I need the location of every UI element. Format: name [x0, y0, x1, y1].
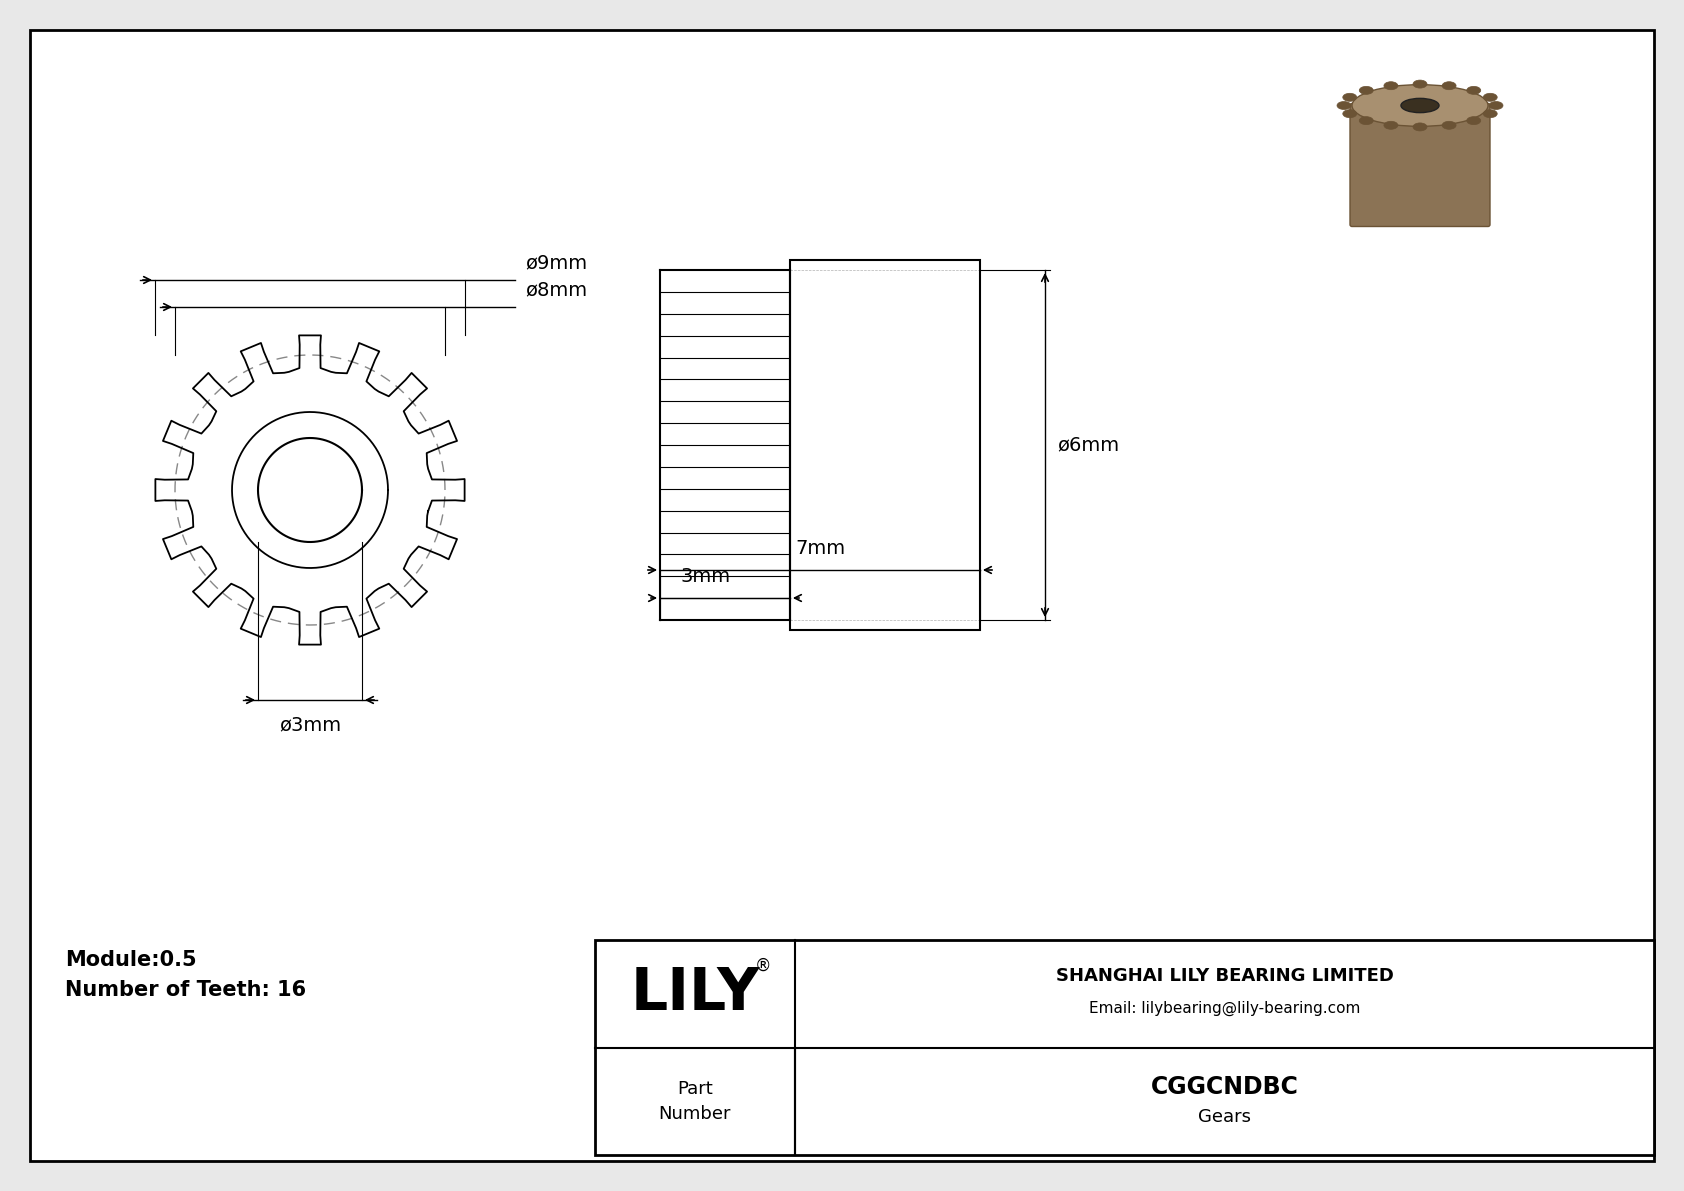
Text: Number of Teeth: 16: Number of Teeth: 16 — [66, 980, 306, 1000]
Ellipse shape — [1484, 110, 1497, 118]
FancyBboxPatch shape — [1351, 104, 1490, 226]
Text: 3mm: 3mm — [680, 567, 731, 586]
Text: Module:0.5: Module:0.5 — [66, 950, 197, 969]
Ellipse shape — [1337, 101, 1351, 110]
Ellipse shape — [1442, 82, 1457, 89]
Ellipse shape — [1484, 93, 1497, 101]
Text: ø8mm: ø8mm — [525, 280, 588, 299]
Ellipse shape — [1384, 82, 1398, 89]
Ellipse shape — [1342, 110, 1357, 118]
Text: Email: lilybearing@lily-bearing.com: Email: lilybearing@lily-bearing.com — [1090, 1002, 1361, 1016]
Text: ®: ® — [754, 956, 771, 974]
Text: ø9mm: ø9mm — [525, 252, 588, 272]
Ellipse shape — [1413, 80, 1426, 88]
Ellipse shape — [1413, 123, 1426, 131]
Text: Part
Number: Part Number — [658, 1080, 731, 1123]
Ellipse shape — [1384, 121, 1398, 130]
Text: Gears: Gears — [1197, 1109, 1251, 1127]
Text: ø6mm: ø6mm — [1058, 436, 1120, 455]
Text: SHANGHAI LILY BEARING LIMITED: SHANGHAI LILY BEARING LIMITED — [1056, 967, 1393, 985]
Ellipse shape — [1342, 93, 1357, 101]
Ellipse shape — [1489, 101, 1504, 110]
Ellipse shape — [1401, 99, 1440, 113]
Bar — [594, 940, 1654, 1155]
Ellipse shape — [1352, 85, 1489, 126]
Ellipse shape — [1442, 121, 1457, 130]
Bar — [790, 260, 980, 630]
Text: 7mm: 7mm — [795, 540, 845, 559]
Text: ø3mm: ø3mm — [280, 715, 342, 734]
Ellipse shape — [1467, 117, 1480, 125]
Ellipse shape — [1359, 87, 1372, 94]
Text: LILY: LILY — [630, 965, 759, 1022]
Ellipse shape — [1467, 87, 1480, 94]
Text: CGGCNDBC: CGGCNDBC — [1150, 1075, 1298, 1099]
Ellipse shape — [1359, 117, 1372, 125]
